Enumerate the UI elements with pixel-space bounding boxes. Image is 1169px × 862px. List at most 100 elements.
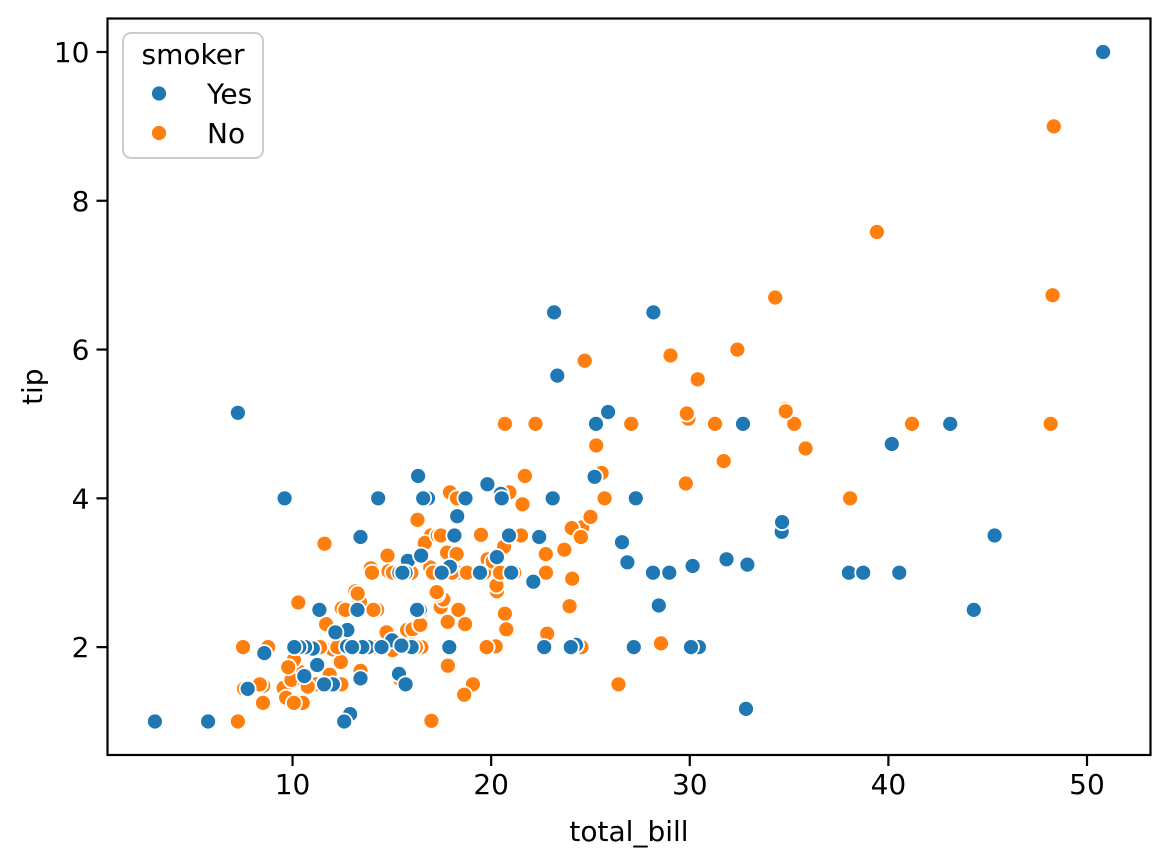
data-point bbox=[618, 553, 637, 572]
data-point bbox=[487, 548, 506, 566]
data-point bbox=[145, 712, 164, 731]
data-point bbox=[378, 546, 397, 565]
data-point bbox=[622, 414, 641, 433]
data-point bbox=[372, 638, 391, 656]
data-point bbox=[448, 507, 467, 526]
data-point bbox=[683, 557, 702, 575]
data-point bbox=[785, 414, 804, 433]
legend-title: smoker bbox=[142, 38, 245, 71]
data-point bbox=[585, 467, 604, 486]
data-point bbox=[432, 563, 451, 582]
data-point bbox=[537, 563, 555, 582]
y-tick-label: 6 bbox=[72, 334, 90, 367]
data-point bbox=[903, 414, 921, 433]
x-tick-label: 30 bbox=[672, 768, 708, 801]
data-point bbox=[348, 601, 367, 619]
data-point bbox=[343, 638, 362, 656]
data-point bbox=[438, 612, 457, 631]
data-point bbox=[351, 528, 370, 546]
data-point bbox=[595, 489, 614, 508]
data-point bbox=[644, 303, 663, 322]
data-point bbox=[563, 569, 582, 588]
y-tick-label: 2 bbox=[72, 631, 90, 664]
data-point bbox=[543, 489, 562, 508]
data-point bbox=[587, 414, 605, 433]
data-point bbox=[392, 636, 411, 655]
data-point bbox=[495, 414, 514, 433]
data-point bbox=[414, 489, 433, 508]
data-point bbox=[868, 223, 886, 241]
data-point bbox=[228, 712, 247, 731]
data-point bbox=[363, 563, 381, 582]
data-point bbox=[351, 669, 370, 688]
data-point bbox=[649, 596, 668, 615]
data-point bbox=[548, 366, 567, 385]
data-point bbox=[427, 583, 446, 601]
legend: smoker Yes No bbox=[122, 32, 264, 159]
data-point bbox=[535, 638, 554, 656]
data-point bbox=[308, 656, 327, 674]
data-point bbox=[455, 685, 474, 704]
data-point bbox=[411, 615, 430, 634]
data-point bbox=[599, 403, 617, 421]
data-point bbox=[228, 403, 247, 422]
data-point bbox=[478, 475, 497, 494]
y-tick-label: 8 bbox=[72, 185, 90, 218]
data-point bbox=[1044, 117, 1063, 136]
data-point bbox=[737, 700, 755, 718]
data-point bbox=[717, 550, 736, 569]
data-point bbox=[661, 346, 680, 365]
legend-label: No bbox=[207, 117, 245, 150]
data-point bbox=[882, 435, 901, 453]
data-point bbox=[1041, 414, 1060, 433]
data-point bbox=[234, 638, 253, 656]
data-point bbox=[456, 489, 475, 508]
data-point bbox=[560, 597, 579, 616]
data-point bbox=[513, 495, 532, 514]
data-point bbox=[500, 526, 518, 545]
x-axis-label: total_bill bbox=[569, 815, 688, 848]
data-point bbox=[310, 601, 329, 619]
data-point bbox=[289, 593, 308, 612]
data-point bbox=[766, 288, 785, 307]
data-point bbox=[841, 489, 859, 508]
plot-area bbox=[106, 17, 1152, 757]
data-point bbox=[326, 623, 345, 642]
data-point bbox=[422, 711, 441, 730]
x-tick-label: 10 bbox=[275, 768, 311, 801]
data-point bbox=[284, 694, 303, 712]
data-point bbox=[348, 584, 367, 603]
x-axis: 10 20 30 40 50 bbox=[275, 756, 1105, 801]
legend-label: Yes bbox=[206, 78, 252, 111]
data-point bbox=[331, 653, 350, 671]
data-point bbox=[1043, 286, 1062, 305]
data-point bbox=[796, 439, 815, 458]
data-point bbox=[575, 351, 594, 370]
data-point bbox=[626, 489, 645, 508]
data-point bbox=[714, 452, 733, 471]
data-point bbox=[315, 534, 334, 553]
data-point bbox=[492, 489, 511, 508]
data-point bbox=[890, 563, 909, 582]
data-point bbox=[409, 467, 428, 485]
data-point bbox=[773, 513, 791, 531]
data-point bbox=[644, 563, 662, 582]
x-tick-label: 20 bbox=[473, 768, 509, 801]
data-point bbox=[396, 675, 415, 694]
data-point bbox=[624, 638, 643, 656]
data-point bbox=[477, 638, 496, 656]
data-point bbox=[581, 508, 600, 526]
data-point bbox=[449, 601, 468, 619]
data-point bbox=[275, 489, 294, 508]
data-point bbox=[677, 404, 696, 423]
data-point bbox=[609, 675, 628, 694]
data-point bbox=[279, 658, 298, 677]
data-point bbox=[495, 604, 514, 623]
data-point bbox=[497, 620, 516, 639]
x-tick-label: 40 bbox=[871, 768, 907, 801]
data-point bbox=[555, 540, 574, 559]
data-point bbox=[393, 563, 412, 582]
data-point bbox=[238, 679, 257, 698]
